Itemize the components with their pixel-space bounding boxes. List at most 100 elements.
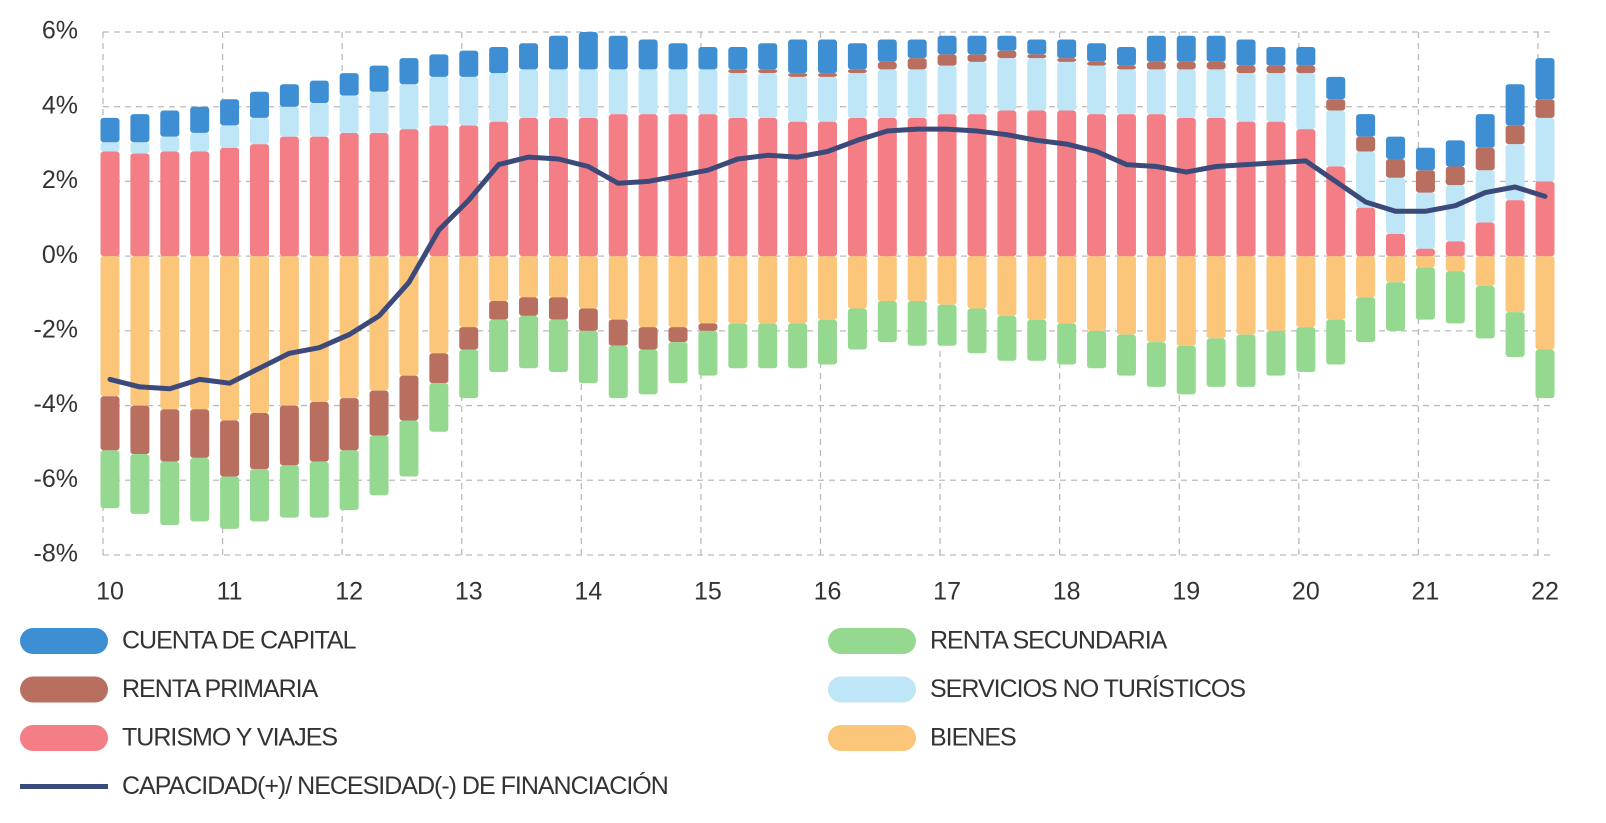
bar-segment — [1356, 136, 1376, 152]
legend-label: SERVICIOS NO TURÍSTICOS — [930, 674, 1245, 703]
bar-segment — [937, 304, 957, 346]
bar-segment — [339, 132, 359, 257]
bar-segment — [728, 117, 748, 257]
bar-segment — [1236, 121, 1256, 257]
bar-segment — [1087, 330, 1107, 369]
bar-segment — [1415, 256, 1435, 268]
bar-segment — [1236, 39, 1256, 66]
bar-segment — [967, 308, 987, 354]
x-tick-label: 20 — [1292, 578, 1320, 606]
bar-segment — [818, 256, 837, 320]
bar-segment — [309, 461, 329, 518]
bar-segment — [1535, 349, 1555, 399]
bar-segment — [399, 58, 419, 85]
bar-segment — [1505, 200, 1525, 257]
legend-swatch — [20, 725, 108, 751]
bar-segment — [1206, 256, 1226, 339]
bar-segment — [608, 319, 628, 346]
bar-segment — [1326, 110, 1346, 167]
bar-segment — [249, 117, 269, 145]
bar-segment — [1535, 256, 1555, 350]
bar-segment — [847, 308, 867, 350]
bar-segment — [369, 256, 389, 391]
line — [107, 126, 1548, 392]
bar-segment — [1087, 43, 1107, 62]
bar-segment — [339, 95, 359, 133]
bar-segment — [698, 256, 718, 324]
bar-segment — [1356, 207, 1376, 257]
bar-segment — [728, 46, 748, 70]
bar-segment — [1445, 256, 1465, 272]
bar-segment — [698, 46, 718, 70]
bar-segment — [818, 319, 837, 365]
y-tick-label: -2% — [34, 315, 78, 343]
bar-segment — [1116, 46, 1136, 66]
bar-segment — [309, 102, 329, 137]
bar-segment — [997, 35, 1017, 51]
bar-segment — [220, 256, 240, 421]
bar-segment — [907, 39, 927, 59]
bar-segment — [1027, 256, 1047, 320]
bar-segment — [399, 375, 419, 421]
bar-segment — [1146, 342, 1166, 387]
bar-segment — [190, 457, 210, 522]
bar-segment — [818, 76, 837, 122]
bar-segment — [339, 398, 359, 451]
bar-segment — [1146, 256, 1166, 343]
bar-segment — [758, 69, 778, 74]
bar-segment — [847, 256, 867, 309]
bar-segment — [638, 114, 658, 257]
bar-segment — [309, 136, 329, 257]
bar-segment — [130, 256, 150, 406]
legend-swatch — [828, 628, 916, 654]
bar-segment — [279, 106, 299, 137]
bar-segment — [997, 110, 1017, 257]
bar-segment — [937, 54, 957, 66]
bar-segment — [847, 43, 867, 70]
bar-segment — [489, 319, 509, 372]
bar-segment — [668, 342, 688, 384]
y-tick-label: 6% — [42, 17, 78, 45]
bar-segment — [1266, 46, 1286, 66]
bar-segment — [698, 69, 718, 115]
bar-segment — [369, 65, 389, 92]
bar-segment — [190, 409, 210, 458]
bar-segment — [1475, 222, 1495, 257]
x-tick-label: 12 — [335, 578, 363, 606]
bar-segment — [1266, 121, 1286, 257]
bar-segment — [1386, 159, 1406, 178]
bar-segment — [1415, 147, 1435, 171]
x-tick-label: 14 — [574, 578, 602, 606]
bar-segment — [1236, 256, 1256, 335]
bar-segment — [1176, 256, 1196, 346]
bar-segment — [877, 117, 897, 257]
bar-segment — [1116, 256, 1136, 335]
bar-segment — [758, 256, 778, 324]
bar-segment — [1386, 136, 1406, 160]
bar-segment — [489, 73, 509, 122]
bar-segment — [788, 73, 808, 77]
bar-segment — [519, 69, 539, 118]
bar-segment — [1415, 192, 1435, 249]
bar-segment — [130, 454, 150, 514]
bar-segment — [877, 61, 897, 70]
bar-segment — [1296, 256, 1316, 328]
bar-segment — [429, 54, 449, 77]
bar-segment — [249, 413, 269, 470]
bar-segment — [578, 32, 598, 70]
bar-segment — [1296, 46, 1316, 66]
bar-segment — [1116, 334, 1136, 376]
bar-segment — [100, 142, 120, 152]
legend-label: CUENTA DE CAPITAL — [122, 627, 357, 655]
bar-segment — [1116, 65, 1136, 70]
bar-segment — [1176, 61, 1196, 70]
bar-segment — [907, 256, 927, 301]
bar-segment — [459, 76, 479, 126]
x-tick-label: 17 — [933, 578, 961, 606]
bar-segment — [130, 405, 150, 455]
bar-segment — [788, 256, 808, 324]
bar-segment — [818, 121, 837, 257]
bar-segment — [728, 69, 748, 74]
bar-segment — [279, 136, 299, 257]
bar-segment — [1475, 170, 1495, 223]
